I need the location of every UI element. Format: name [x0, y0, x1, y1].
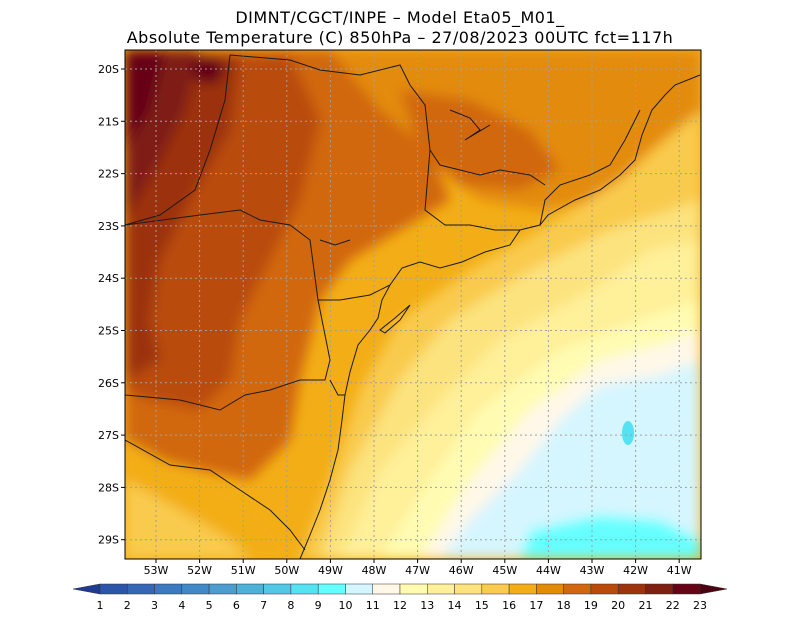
colorbar-swatch [154, 583, 183, 595]
band-22-interior [125, 50, 165, 150]
band-10-sea [440, 360, 701, 559]
state-border-4 [329, 379, 345, 396]
colorbar-swatch [99, 583, 128, 595]
lat-label: 28S [98, 481, 119, 494]
colorbar-swatch [645, 583, 673, 595]
state-border-7 [539, 109, 641, 226]
colorbar-arrow-low [72, 583, 101, 595]
temperature-field [125, 50, 701, 559]
colorbar-label: 11 [366, 599, 380, 612]
coastline-north [401, 74, 701, 269]
colorbar-swatch [345, 583, 373, 595]
colorbar-label: 1 [97, 599, 104, 612]
colorbar-swatch [263, 583, 292, 595]
state-border-1 [125, 54, 231, 226]
colorbar-label: 3 [151, 599, 158, 612]
lat-label: 25S [98, 325, 119, 338]
colorbar-swatch [590, 583, 619, 595]
lagoon [379, 304, 411, 334]
colorbar-label: 12 [393, 599, 407, 612]
lon-label: 45W [492, 564, 517, 577]
boundaries [125, 54, 701, 559]
lon-label: 51W [231, 564, 256, 577]
state-border-2 [125, 209, 331, 411]
colorbar-swatch [563, 583, 592, 595]
colorbar: 1 2 3 4 5 6 7 8 9 10 11 12 13 14 15 16 17 18 19 20 21 22 23 [72, 583, 728, 612]
colorbar-label: 18 [557, 599, 571, 612]
colorbar-label: 7 [260, 599, 267, 612]
latitude-labels: 20S 21S 22S 23S 24S 25S 26S 27S 28S 29S [98, 63, 125, 547]
longitude-labels: 53W 52W 51W 50W 49W 48W 47W 46W 45W 44W 43W 42W 41W [144, 559, 692, 577]
lat-label: 22S [98, 168, 119, 181]
band-22-spot [192, 56, 224, 84]
state-border-3 [318, 284, 391, 301]
colorbar-label: 9 [315, 599, 322, 612]
colorbar-swatch [481, 583, 510, 595]
colorbar-label: 6 [233, 599, 240, 612]
river [319, 239, 351, 246]
lat-label: 26S [98, 377, 119, 390]
lon-label: 48W [362, 564, 387, 577]
colorbar-swatch [317, 583, 346, 595]
lon-label: 43W [580, 564, 605, 577]
colorbar-swatch [454, 583, 483, 595]
colorbar-label: 22 [666, 599, 680, 612]
colorbar-label: 23 [693, 599, 707, 612]
lat-lon-grid [125, 50, 701, 559]
colorbar-swatch [181, 583, 210, 595]
colorbar-label: 21 [638, 599, 652, 612]
lat-label: 27S [98, 429, 119, 442]
colorbar-label: 16 [502, 599, 516, 612]
lon-label: 41W [667, 564, 692, 577]
lon-label: 42W [623, 564, 648, 577]
map-title-line-1: DIMNT/CGCT/INPE – Model Eta05_M01_ [235, 8, 565, 27]
lat-label: 23S [98, 220, 119, 233]
band-9-sea [520, 515, 701, 559]
colorbar-label: 15 [475, 599, 489, 612]
colorbar-swatch [617, 583, 646, 595]
colorbar-label: 4 [178, 599, 185, 612]
colorbar-arrow-high [699, 583, 728, 595]
colorbar-label: 20 [611, 599, 625, 612]
colorbar-swatch [208, 583, 237, 595]
colorbar-swatch [290, 583, 319, 595]
plot-frame [124, 49, 702, 560]
lat-label: 29S [98, 534, 119, 547]
lon-label: 49W [318, 564, 343, 577]
reservoir [449, 109, 491, 141]
lon-label: 53W [144, 564, 169, 577]
colorbar-label: 10 [338, 599, 352, 612]
colorbar-label: 17 [529, 599, 543, 612]
state-border-8 [125, 439, 306, 551]
coastline-south [299, 267, 403, 559]
cold-spot [622, 421, 634, 445]
lon-label: 47W [405, 564, 430, 577]
colorbar-swatch [399, 583, 428, 595]
lon-label: 52W [187, 564, 212, 577]
colorbar-swatch [672, 583, 701, 595]
colorbar-label: 2 [124, 599, 131, 612]
colorbar-label: 19 [584, 599, 598, 612]
map-title-line-2: Absolute Temperature (C) 850hPa – 27/08/… [126, 28, 674, 47]
colorbar-swatch [372, 583, 401, 595]
lon-label: 46W [449, 564, 474, 577]
colorbar-swatch [236, 583, 264, 595]
colorbar-swatch [127, 583, 155, 595]
colorbar-label: 5 [206, 599, 213, 612]
lon-label: 44W [536, 564, 561, 577]
colorbar-label: 13 [420, 599, 434, 612]
lat-label: 21S [98, 115, 119, 128]
colorbar-label: 8 [287, 599, 294, 612]
colorbar-swatch [536, 583, 564, 595]
colorbar-swatch [508, 583, 537, 595]
colorbar-label: 14 [448, 599, 462, 612]
colorbar-swatch [427, 583, 455, 595]
state-border-6 [424, 149, 520, 231]
state-border-5 [229, 54, 546, 186]
lat-label: 20S [98, 63, 119, 76]
lat-label: 24S [98, 272, 119, 285]
lon-label: 50W [274, 564, 299, 577]
